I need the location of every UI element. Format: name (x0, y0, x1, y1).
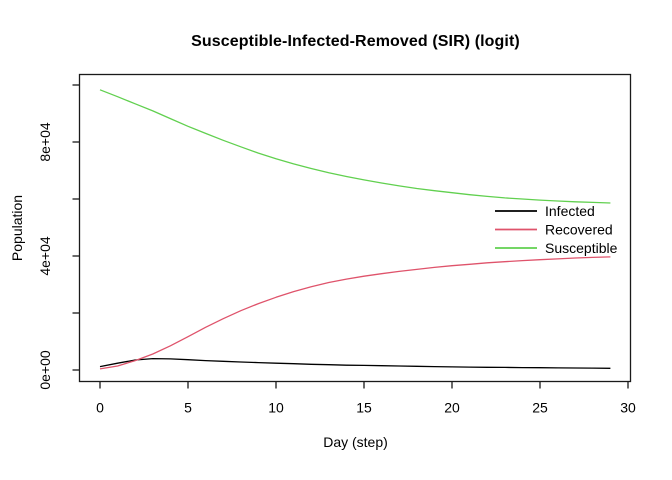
x-tick-label: 15 (356, 400, 372, 416)
x-tick-label: 30 (620, 400, 636, 416)
x-tick-label: 5 (184, 400, 192, 416)
series-line-susceptible (99, 89, 611, 204)
x-tick-label: 25 (532, 400, 548, 416)
legend-label-infected: Infected (545, 203, 595, 219)
plot-box (78, 73, 632, 383)
y-tick-label: 8e+04 (37, 122, 53, 162)
x-tick-label: 10 (268, 400, 284, 416)
x-tick-label: 20 (444, 400, 460, 416)
series-line-recovered (99, 256, 611, 370)
legend-label-recovered: Recovered (545, 222, 613, 238)
series-line-infected (99, 357, 611, 369)
legend-label-susceptible: Susceptible (545, 240, 618, 256)
chart-title: Susceptible-Infected-Removed (SIR) (logi… (191, 33, 520, 50)
y-tick-label: 0e+00 (37, 350, 53, 390)
x-axis-title: Day (step) (323, 434, 388, 450)
x-tick-label: 0 (96, 400, 104, 416)
y-tick-label: 4e+04 (37, 236, 53, 276)
